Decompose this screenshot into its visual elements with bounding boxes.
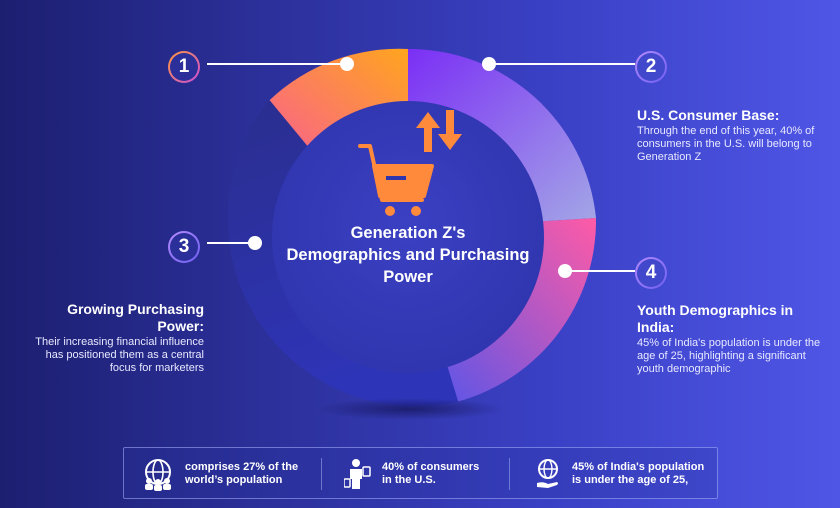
up-down-arrows-icon [416, 110, 462, 152]
badge-4: 4 [635, 257, 667, 289]
shopping-cart-icon [358, 144, 434, 202]
connector-3 [207, 242, 255, 244]
info-heading-2: U.S. Consumer Base: [637, 107, 780, 123]
connector-dot-1 [340, 57, 354, 71]
stat-item-1: comprises 27% of the world’s population [141, 448, 298, 500]
info-block-3: Growing Purchasing Power: Their increasi… [28, 301, 204, 375]
info-heading-3-line-1: Growing Purchasing [67, 301, 204, 317]
info-heading-4-line-1: Youth Demographics in [637, 302, 794, 318]
cart-slot [386, 176, 406, 180]
center-title-line-3: Power [383, 268, 433, 286]
info-block-4: Youth Demographics in India: 45% of Indi… [637, 302, 832, 376]
connector-dot-4 [558, 264, 572, 278]
stat-separator-1 [321, 458, 322, 490]
connector-4 [565, 270, 635, 272]
ring-segment-2 [408, 48, 596, 223]
connector-dot-2 [482, 57, 496, 71]
info-heading-4-line-2: India: [637, 319, 675, 335]
ring-shadow [315, 398, 505, 420]
badge-2-number: 2 [645, 56, 657, 77]
globe-hand-icon [537, 459, 558, 488]
stat-text-2: 40% of consumers in the U.S. [382, 461, 480, 486]
info-heading-3-line-2: Power: [157, 318, 204, 334]
stat-separator-2 [509, 458, 510, 490]
ring-segment-1 [269, 48, 408, 160]
info-body-2: Through the end of this year, 40% of con… [637, 125, 815, 163]
center-title-line-1: Generation Z's [350, 224, 466, 242]
cart-wheel-left [385, 206, 395, 216]
stats-bar: comprises 27% of the world’s population … [123, 447, 718, 499]
badge-1: 1 [168, 51, 200, 83]
badge-3: 3 [168, 231, 200, 263]
center-title-line-2: Demographics and Purchasing [286, 246, 530, 264]
center-title: Generation Z's Demographics and Purchasi… [270, 222, 546, 288]
info-body-4: 45% of India's population is under the a… [637, 337, 821, 375]
stat-text-1: comprises 27% of the world’s population [185, 461, 299, 486]
inner-circle [272, 101, 544, 373]
cart-wheel-right [411, 206, 421, 216]
stat-item-3: 45% of India's population is under the a… [535, 448, 704, 500]
global-people-icon [145, 459, 171, 491]
consumer-shopping-icon [344, 459, 371, 489]
connector-1 [207, 63, 347, 65]
badge-2: 2 [635, 51, 667, 83]
stat-text-3: 45% of India's population is under the a… [572, 461, 705, 486]
badge-1-number: 1 [178, 56, 190, 77]
badge-3-number: 3 [178, 236, 190, 257]
connector-dot-3 [248, 236, 262, 250]
info-body-3: Their increasing financial influence has… [35, 336, 204, 374]
stat-item-2: 40% of consumers in the U.S. [344, 448, 479, 500]
connector-2 [489, 63, 635, 65]
badge-4-number: 4 [645, 262, 657, 283]
info-block-2: U.S. Consumer Base: Through the end of t… [637, 107, 829, 164]
